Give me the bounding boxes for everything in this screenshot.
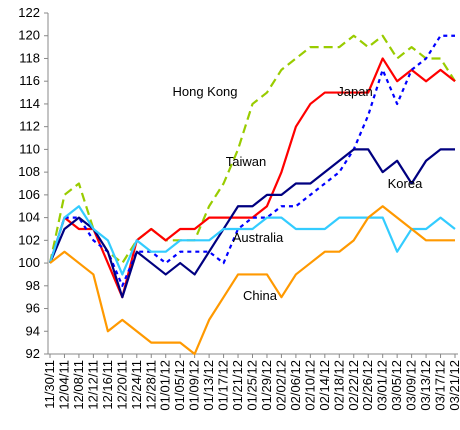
x-tick-label: 12/08/11 bbox=[71, 360, 86, 410]
series-line bbox=[48, 57, 456, 299]
x-tick-label: 02/10/12 bbox=[302, 360, 317, 411]
x-tick-label: 01/05/12 bbox=[172, 360, 187, 411]
x-tick-label: 03/21/12 bbox=[447, 360, 460, 411]
series-label: Australia bbox=[233, 230, 284, 245]
x-tick-label: 02/06/12 bbox=[288, 360, 303, 411]
y-tick-label: 110 bbox=[19, 141, 40, 156]
y-tick-label: 112 bbox=[19, 119, 40, 134]
series-line bbox=[48, 205, 456, 276]
y-tick-label: 122 bbox=[18, 5, 40, 20]
y-tick-label: 94 bbox=[26, 323, 40, 338]
x-tick-label: 12/04/11 bbox=[56, 360, 71, 410]
x-tick-label: 01/01/12 bbox=[158, 360, 173, 411]
x-tick-label: 03/05/12 bbox=[389, 360, 404, 411]
series-label: Hong Kong bbox=[172, 84, 237, 99]
y-tick-label: 120 bbox=[18, 28, 40, 43]
series-line bbox=[48, 34, 455, 287]
y-tick-label: 116 bbox=[19, 73, 40, 88]
y-tick-label: 106 bbox=[18, 187, 40, 202]
x-tick-label: 01/13/12 bbox=[201, 360, 216, 411]
x-tick-label: 03/13/12 bbox=[418, 360, 433, 411]
x-tick-label: 01/21/12 bbox=[230, 360, 245, 411]
x-tick-label: 03/09/12 bbox=[404, 360, 419, 411]
x-tick-label: 12/12/11 bbox=[85, 360, 100, 410]
y-tick-label: 114 bbox=[19, 96, 40, 111]
y-tick-label: 102 bbox=[18, 232, 40, 247]
x-tick-label: 11/30/11 bbox=[42, 360, 57, 409]
series-label: Korea bbox=[388, 176, 423, 191]
x-tick-label: 02/02/12 bbox=[273, 360, 288, 411]
x-tick-label: 12/28/11 bbox=[143, 360, 158, 410]
series-line bbox=[48, 148, 455, 299]
x-tick-label: 01/25/12 bbox=[245, 360, 260, 411]
y-tick-label: 96 bbox=[26, 301, 40, 316]
x-tick-label: 03/01/12 bbox=[375, 360, 390, 411]
x-tick-label: 12/24/11 bbox=[129, 360, 144, 410]
series-line bbox=[48, 34, 456, 265]
x-tick-label: 02/22/12 bbox=[346, 360, 361, 411]
x-tick-label: 01/29/12 bbox=[259, 360, 274, 411]
series-label: China bbox=[243, 288, 278, 303]
series-label: Taiwan bbox=[226, 154, 266, 169]
x-tick-label: 12/20/11 bbox=[114, 360, 129, 410]
y-tick-label: 118 bbox=[19, 50, 40, 65]
x-tick-label: 01/09/12 bbox=[187, 360, 202, 411]
series-label: Japan bbox=[337, 84, 372, 99]
x-tick-label: 03/17/12 bbox=[433, 360, 448, 411]
x-tick-label: 02/14/12 bbox=[317, 360, 332, 411]
y-tick-label: 98 bbox=[26, 278, 40, 293]
y-tick-label: 92 bbox=[26, 346, 40, 361]
x-tick-label: 02/26/12 bbox=[360, 360, 375, 411]
x-tick-label: 12/16/11 bbox=[100, 360, 115, 410]
y-tick-label: 100 bbox=[18, 255, 40, 270]
series-line bbox=[49, 205, 455, 356]
y-tick-label: 108 bbox=[18, 164, 40, 179]
x-tick-label: 02/18/12 bbox=[331, 360, 346, 411]
x-tick-label: 01/17/12 bbox=[216, 360, 231, 411]
y-tick-label: 104 bbox=[18, 210, 40, 225]
